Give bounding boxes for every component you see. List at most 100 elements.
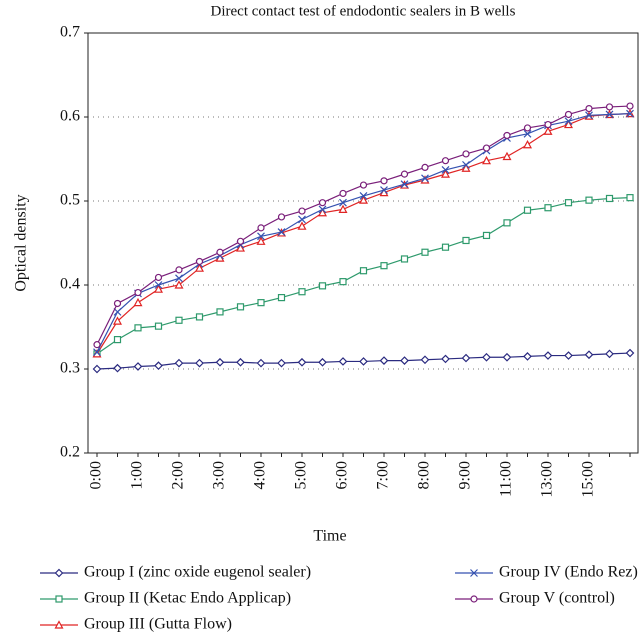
data-point [380,177,388,185]
data-point [441,354,450,364]
data-point [461,163,471,172]
data-point [379,356,389,365]
data-point [154,322,163,330]
data-point [380,186,388,195]
data-point [153,284,164,293]
data-point [133,297,143,307]
data-point [338,357,348,366]
data-point [543,126,553,135]
data-point [380,262,388,270]
data-point [523,206,532,214]
data-point [359,267,368,275]
y-tick-label: 0.3 [60,360,80,377]
data-point [441,157,450,165]
data-point [625,348,635,358]
data-point [339,189,347,198]
data-point [585,104,593,113]
data-point [585,196,593,204]
data-point [543,351,553,360]
data-point [92,364,102,374]
data-point [585,111,593,120]
legend-marker [54,568,64,578]
data-point [297,221,307,230]
data-point [441,243,450,251]
data-point [359,357,368,366]
data-point [482,231,491,240]
data-point [338,204,348,213]
data-point [154,281,163,289]
data-point [298,207,306,215]
data-point [605,349,614,359]
data-point [482,144,491,152]
data-point [462,150,470,158]
data-point [523,352,532,361]
data-point [503,131,511,140]
data-point [502,151,512,161]
data-point [626,194,634,202]
data-point [318,357,327,367]
data-point [236,303,245,311]
data-point [626,109,634,118]
data-point [563,119,574,129]
data-point [502,352,512,362]
data-point [421,174,429,183]
data-point [195,257,204,266]
data-point [503,219,511,227]
data-point [216,308,224,316]
data-point [441,165,450,174]
data-point [626,102,634,110]
x-axis-label: Time [313,528,346,545]
data-point [112,316,123,325]
legend-marker [470,569,478,577]
x-tick-label: 13:00 [539,461,556,497]
data-point [317,207,328,217]
data-point [462,236,470,245]
data-point [400,255,409,263]
x-tick-label: 11:00 [498,461,515,497]
data-point [440,169,451,178]
data-point [564,117,573,126]
data-point [113,299,122,308]
x-tick-label: 2:00 [170,461,187,489]
data-point [175,266,183,274]
data-point [400,356,409,365]
legend-label: Group I (zinc oxide eugenol sealer) [84,564,311,581]
data-point [358,195,369,204]
data-point [175,316,183,324]
data-point [134,288,142,297]
data-point [421,163,429,171]
data-point [113,336,122,344]
data-point [93,348,101,357]
data-point [564,110,573,119]
x-tick-label: 15:00 [580,461,597,497]
data-point [277,358,286,368]
data-point [318,205,327,214]
data-point [523,129,532,138]
y-tick-label: 0.6 [60,108,80,125]
data-point [154,273,163,282]
data-point [339,278,347,286]
y-tick-label: 0.7 [60,24,80,41]
data-point [134,324,142,332]
x-tick-label: 3:00 [211,461,228,489]
chart-title: Direct contact test of endodontic sealer… [211,3,516,19]
data-point [605,194,614,203]
data-point [564,199,573,207]
data-point [235,243,246,252]
data-point [93,341,101,349]
data-point [277,228,286,237]
data-point [359,181,368,189]
data-point [522,139,533,149]
data-point [154,361,163,370]
legend-label: Group V (control) [499,590,615,607]
data-point [256,236,266,245]
data-point [133,362,143,371]
data-point [605,110,614,119]
x-tick-label: 0:00 [88,461,105,489]
x-tick-label: 6:00 [334,461,351,489]
data-point [400,180,409,189]
series-line [96,105,631,345]
data-point [461,353,471,363]
data-point [236,237,245,245]
data-point [523,124,532,132]
